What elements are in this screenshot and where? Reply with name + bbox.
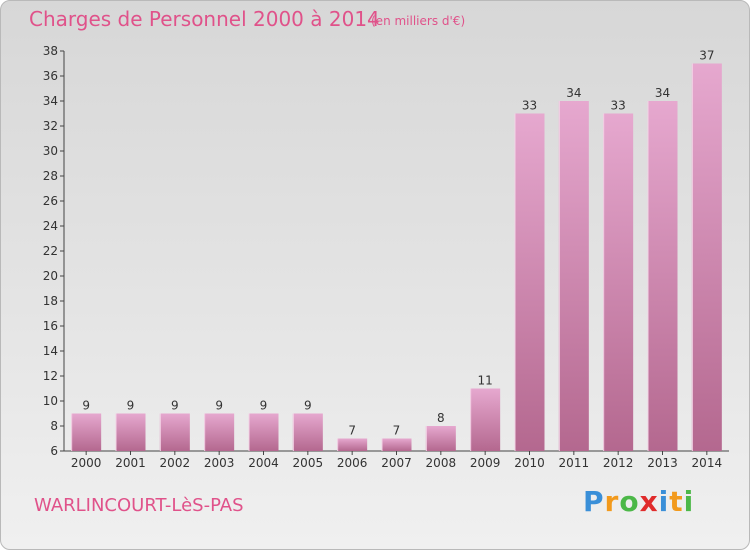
x-tick-label: 2004 <box>248 456 279 470</box>
x-tick-label: 2011 <box>559 456 590 470</box>
x-tick-label: 2002 <box>160 456 191 470</box>
x-tick-label: 2001 <box>115 456 146 470</box>
logo-letter: P <box>583 485 605 518</box>
data-labels-group: 9 9 9 9 9 9 7 7 8 11 33 34 33 34 37 <box>82 49 714 438</box>
x-tick-label: 2013 <box>647 456 678 470</box>
logo-letter: t <box>669 485 684 518</box>
logo-letter: o <box>619 485 640 518</box>
bar <box>425 426 456 451</box>
y-tick-label: 38 <box>43 44 58 58</box>
y-tick-label: 12 <box>43 369 58 383</box>
bar <box>248 413 279 451</box>
y-tick-label: 28 <box>43 169 58 183</box>
chart-subtitle: (en milliers d'€) <box>371 14 466 28</box>
data-label: 34 <box>655 86 670 100</box>
logo-letter: r <box>604 485 620 518</box>
y-tick-label: 16 <box>43 319 58 333</box>
x-tick-label: 2009 <box>470 456 501 470</box>
data-label: 33 <box>522 99 537 113</box>
bar <box>603 113 634 451</box>
bar <box>381 438 412 451</box>
x-tick-label: 2014 <box>692 456 723 470</box>
data-label: 9 <box>127 399 135 413</box>
y-tick-label: 6 <box>50 444 58 458</box>
bar <box>647 101 678 451</box>
bar <box>337 438 368 451</box>
x-tick-label: 2006 <box>337 456 368 470</box>
data-label: 7 <box>393 424 401 438</box>
bar <box>204 413 235 451</box>
logo-letter: i <box>658 485 670 518</box>
y-tick-label: 20 <box>43 269 58 283</box>
data-label: 9 <box>260 399 268 413</box>
commune-name: WARLINCOURT-LèS-PAS <box>34 495 244 516</box>
bars-group <box>71 63 722 451</box>
data-label: 9 <box>82 399 90 413</box>
y-tick-label: 18 <box>43 294 58 308</box>
data-label: 33 <box>611 99 626 113</box>
y-tick-label: 32 <box>43 119 58 133</box>
y-tick-label: 22 <box>43 244 58 258</box>
data-label: 9 <box>215 399 223 413</box>
y-axis: 6 8 10 12 14 16 18 20 22 24 26 28 30 32 34 36 38 <box>43 44 65 458</box>
data-label: 9 <box>304 399 312 413</box>
bar <box>470 388 501 451</box>
x-tick-label: 2003 <box>204 456 235 470</box>
data-label: 37 <box>699 49 714 63</box>
x-tick-label: 2007 <box>381 456 412 470</box>
y-tick-label: 30 <box>43 144 58 158</box>
y-tick-label: 24 <box>43 219 58 233</box>
y-tick-label: 36 <box>43 69 58 83</box>
bar <box>691 63 722 451</box>
bar <box>71 413 102 451</box>
bar <box>159 413 190 451</box>
data-label: 8 <box>437 411 445 425</box>
data-label: 11 <box>478 374 493 388</box>
logo-letter: x <box>639 485 659 518</box>
x-tick-label: 2012 <box>603 456 634 470</box>
bar <box>514 113 545 451</box>
data-label: 34 <box>566 86 581 100</box>
x-tick-label: 2005 <box>293 456 324 470</box>
logo-letter: i <box>683 485 695 518</box>
x-tick-label: 2008 <box>426 456 457 470</box>
chart-title: Charges de Personnel 2000 à 2014 <box>29 7 380 31</box>
proxiti-logo: Proxiti <box>583 485 694 518</box>
x-tick-label: 2010 <box>514 456 545 470</box>
y-tick-label: 14 <box>43 344 58 358</box>
data-label: 7 <box>348 424 356 438</box>
bar <box>115 413 146 451</box>
y-tick-label: 10 <box>43 394 58 408</box>
y-tick-label: 34 <box>43 94 58 108</box>
x-tick-label: 2000 <box>71 456 102 470</box>
y-tick-label: 26 <box>43 194 58 208</box>
data-label: 9 <box>171 399 179 413</box>
bar <box>558 101 589 451</box>
y-tick-label: 8 <box>50 419 58 433</box>
bar <box>292 413 323 451</box>
x-axis: 2000 2001 2002 2003 2004 2005 2006 2007 2008 2009… <box>64 450 729 470</box>
